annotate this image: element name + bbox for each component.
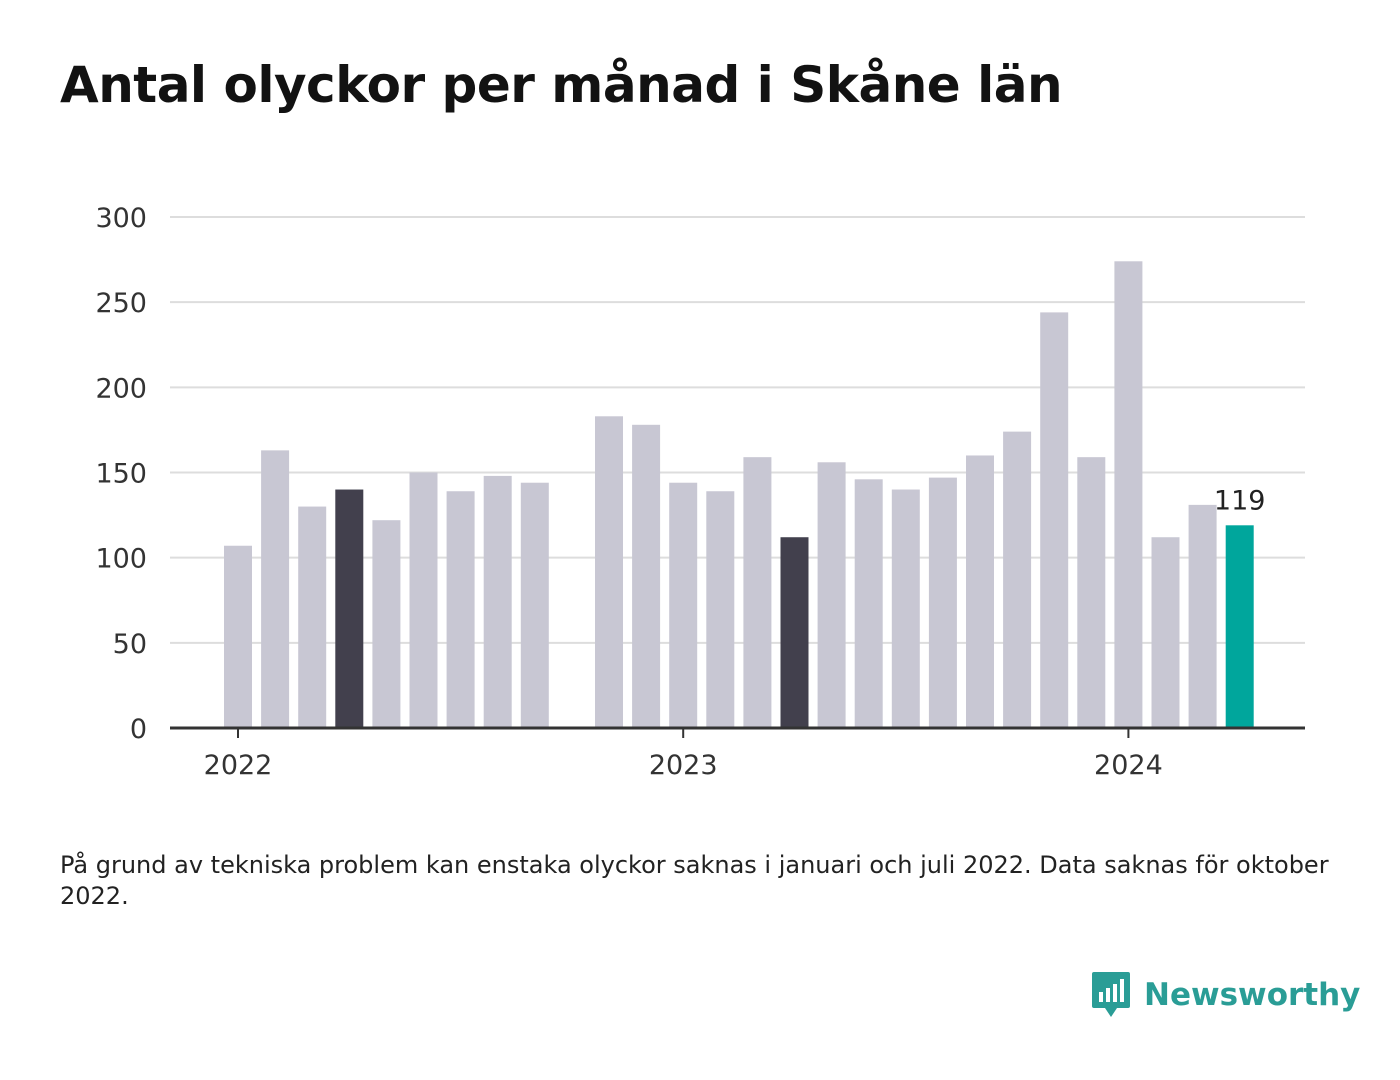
brand-name: Newsworthy: [1144, 977, 1361, 1013]
y-tick-label: 200: [95, 373, 147, 404]
bar-2022-12: [632, 424, 661, 728]
y-tick-label: 0: [130, 714, 147, 745]
bar-2024-02: [1151, 537, 1180, 728]
bar-2023-03: [743, 457, 772, 728]
x-axis-ticks: 2022 2023 2024: [204, 728, 1163, 781]
bar-2022-05: [372, 520, 401, 728]
newsworthy-logo-icon: [1092, 972, 1130, 1017]
bar-2023-10: [1003, 431, 1032, 728]
chart-title: Antal olyckor per månad i Skåne län: [60, 56, 1063, 114]
bar-chart: 0 50 100 150 200 250 300 2022 2023 2024 119: [95, 203, 1305, 781]
bar-2024-04: [1225, 525, 1254, 728]
y-tick-label: 100: [95, 544, 147, 575]
bar-2023-07: [891, 489, 920, 728]
bar-2023-08: [928, 477, 957, 728]
bar-2022-03: [298, 506, 327, 728]
y-tick-label: 50: [113, 629, 147, 660]
bar-2022-11: [595, 416, 623, 728]
bar-2022-09: [520, 482, 549, 728]
bar-2023-11: [1040, 312, 1069, 728]
x-tick-label: 2022: [204, 750, 273, 781]
bars: [224, 261, 1254, 728]
bar-2023-02: [706, 491, 735, 728]
y-tick-label: 150: [95, 459, 147, 490]
bar-2023-12: [1077, 457, 1106, 728]
data-label-2024-04: 119: [1214, 485, 1266, 516]
bar-2022-02: [261, 450, 290, 728]
y-axis-ticks: 0 50 100 150 200 250 300: [95, 203, 147, 745]
bar-2023-04: [780, 537, 809, 728]
y-tick-label: 250: [95, 288, 147, 319]
data-labels: 119: [1214, 485, 1266, 516]
bar-2023-05: [817, 462, 846, 728]
bar-2023-01: [669, 482, 698, 728]
bar-2024-03: [1188, 504, 1217, 728]
bar-2022-04: [335, 489, 364, 728]
footnote: På grund av tekniska problem kan enstaka…: [60, 851, 1329, 910]
bar-2022-08: [483, 475, 512, 728]
bar-2024-01: [1114, 261, 1143, 728]
x-tick-label: 2024: [1094, 750, 1163, 781]
bar-2022-07: [446, 491, 475, 728]
bar-2022-01: [224, 545, 252, 728]
bar-2023-09: [966, 455, 994, 728]
y-tick-label: 300: [95, 203, 147, 234]
newsworthy-logo[interactable]: Newsworthy: [1090, 970, 1360, 1020]
bar-2023-06: [854, 479, 883, 728]
bar-2022-06: [409, 472, 438, 728]
x-tick-label: 2023: [649, 750, 718, 781]
